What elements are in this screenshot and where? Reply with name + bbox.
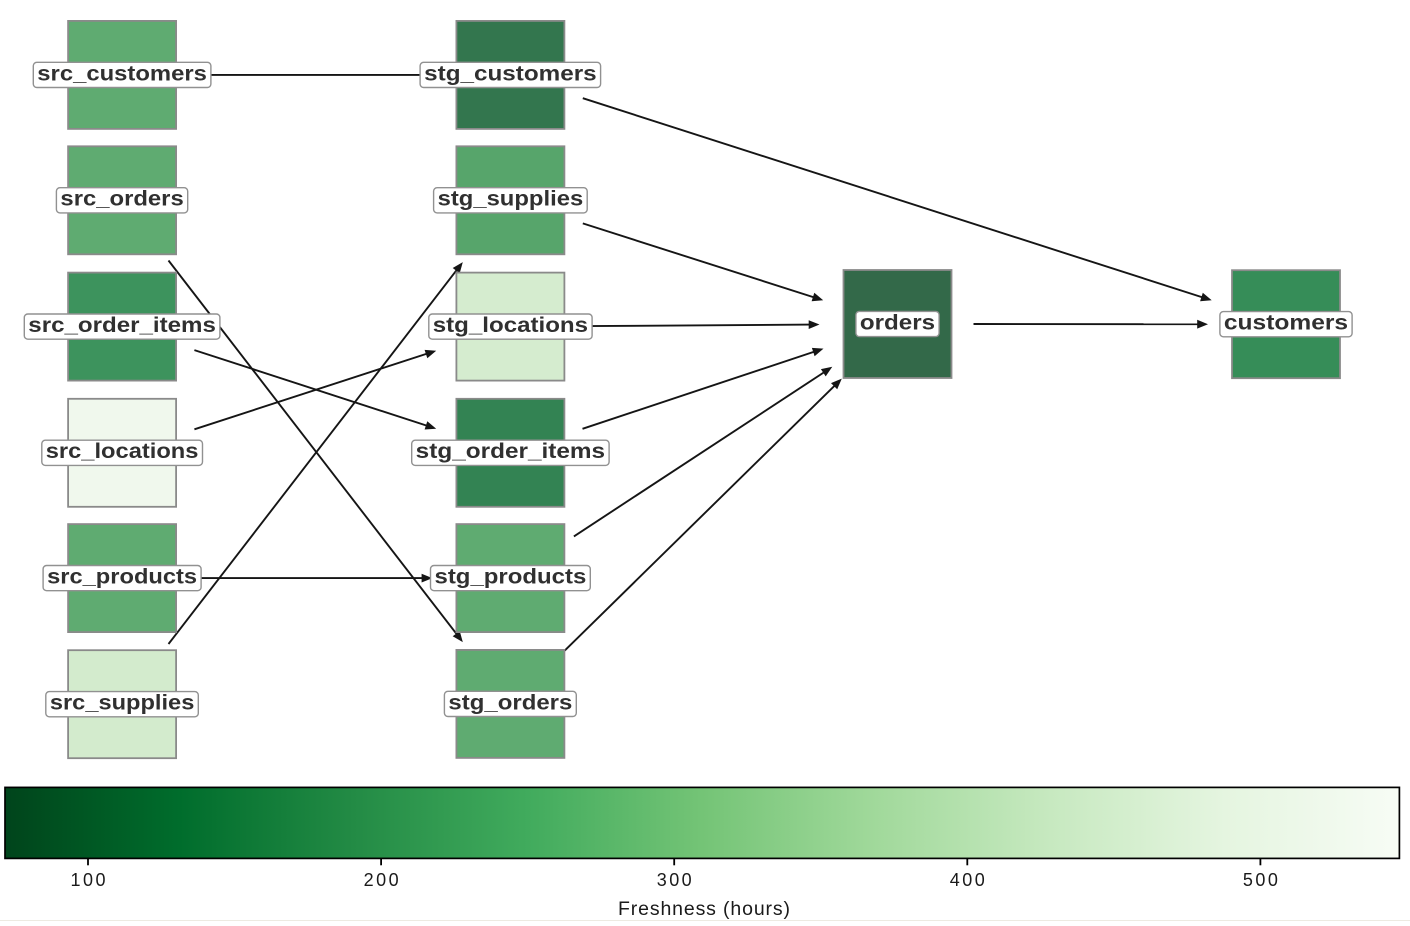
- svg-text:src_locations: src_locations: [46, 440, 199, 463]
- svg-text:300: 300: [657, 870, 692, 890]
- svg-text:stg_products: stg_products: [435, 566, 587, 589]
- svg-text:stg_locations: stg_locations: [433, 314, 588, 337]
- svg-text:stg_orders: stg_orders: [448, 691, 572, 714]
- svg-text:src_orders: src_orders: [60, 188, 183, 211]
- svg-text:stg_order_items: stg_order_items: [416, 440, 605, 463]
- svg-text:stg_customers: stg_customers: [424, 62, 597, 85]
- svg-text:src_order_items: src_order_items: [28, 314, 216, 337]
- svg-text:src_products: src_products: [47, 566, 197, 589]
- svg-text:Freshness (hours): Freshness (hours): [618, 898, 790, 920]
- svg-text:customers: customers: [1224, 312, 1348, 335]
- svg-text:200: 200: [364, 870, 399, 890]
- svg-text:orders: orders: [860, 311, 935, 334]
- svg-text:500: 500: [1243, 870, 1278, 890]
- svg-text:stg_supplies: stg_supplies: [438, 188, 584, 211]
- svg-text:100: 100: [71, 870, 106, 890]
- svg-text:src_customers: src_customers: [37, 62, 207, 85]
- svg-text:400: 400: [950, 870, 985, 890]
- svg-text:src_supplies: src_supplies: [50, 692, 195, 715]
